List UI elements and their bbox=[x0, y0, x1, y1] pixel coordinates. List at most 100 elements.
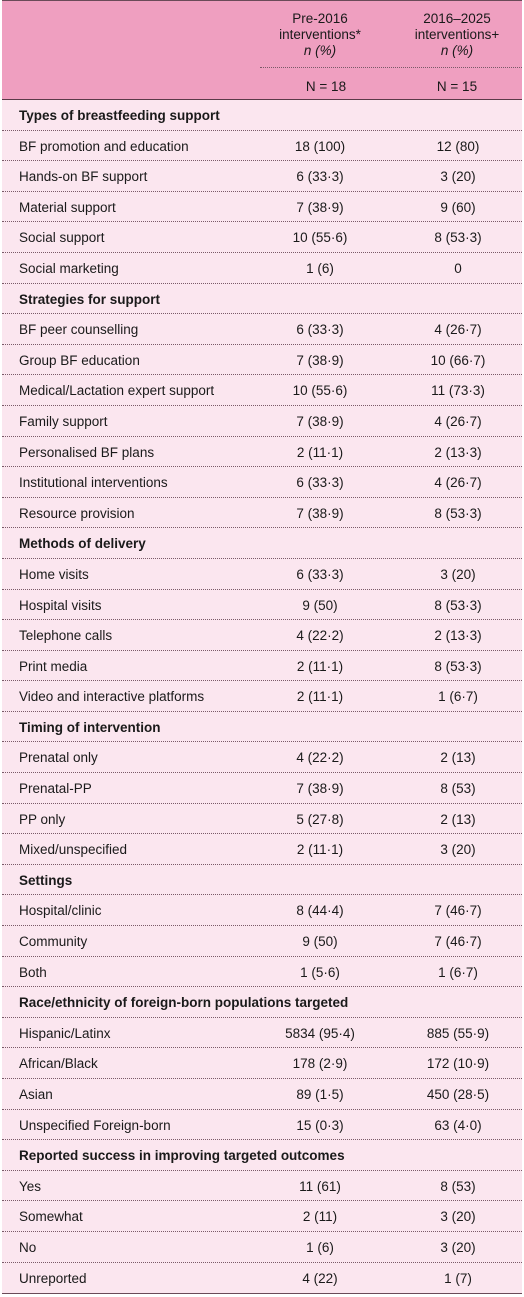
row-label: BF promotion and education bbox=[19, 138, 189, 154]
cell-2016-2025: 7 (46·7) bbox=[434, 934, 482, 950]
table-row: Medical/Lactation expert support 10 (55·6… bbox=[2, 375, 522, 406]
cell-2016-2025: 885 (55·9) bbox=[426, 1025, 490, 1041]
table-row: Prenatal-PP 7 (38·9) 8 (53) bbox=[2, 773, 522, 804]
table-row: Hospital/clinic 8 (44·4) 7 (46·7) bbox=[2, 895, 522, 927]
section-header-row: Timing of intervention bbox=[2, 712, 522, 743]
section-header-row: Settings bbox=[2, 865, 522, 896]
row-label: Hands-on BF support bbox=[19, 169, 148, 185]
cell-2016-2025: 7 (46·7) bbox=[434, 903, 482, 919]
section-title: Timing of intervention bbox=[19, 719, 161, 735]
row-label: Community bbox=[19, 934, 88, 950]
table-row: Unspecified Foreign-born 15 (0·3) 63 (4·0) bbox=[2, 1110, 522, 1141]
cell-pre-2016: 2 (11·1) bbox=[296, 689, 344, 705]
column-header-pre-2016: Pre-2016 interventions* n (%) bbox=[260, 11, 380, 59]
column-sample-size-2016-2025: N = 15 bbox=[436, 79, 478, 94]
cell-2016-2025: 2 (13·3) bbox=[434, 628, 482, 644]
table-row: Home visits 6 (33·3) 3 (20) bbox=[2, 559, 522, 590]
cell-2016-2025: 3 (20) bbox=[440, 566, 476, 582]
row-label: Both bbox=[19, 964, 47, 980]
column-header-unit: n (%) bbox=[303, 43, 337, 58]
cell-pre-2016: 15 (0·3) bbox=[296, 1117, 344, 1133]
table-row: Hispanic/Latinx 5834 (95·4) 885 (55·9) bbox=[2, 1018, 522, 1049]
table-row: Prenatal only 4 (22·2) 2 (13) bbox=[2, 742, 522, 774]
cell-pre-2016: 6 (33·3) bbox=[296, 475, 344, 491]
row-label: Personalised BF plans bbox=[19, 444, 155, 460]
column-header-period: Pre-2016 bbox=[292, 11, 348, 26]
cell-2016-2025: 8 (53·3) bbox=[434, 658, 482, 674]
row-label: Hospital visits bbox=[19, 597, 102, 613]
table-row: Institutional interventions 6 (33·3) 4 (26… bbox=[2, 467, 522, 498]
table-row: Hands-on BF support 6 (33·3) 3 (20) bbox=[2, 161, 522, 192]
row-label: Asian bbox=[19, 1087, 53, 1102]
cell-2016-2025: 4 (26·7) bbox=[434, 322, 482, 338]
cell-2016-2025: 1 (7) bbox=[444, 1270, 472, 1286]
table-row: Asian 89 (1·5) 450 (28·5) bbox=[2, 1079, 522, 1110]
table-row: Mixed/unspecified 2 (11·1) 3 (20) bbox=[2, 834, 522, 865]
cell-pre-2016: 9 (50) bbox=[302, 597, 338, 613]
row-label: Unspecified Foreign-born bbox=[19, 1117, 171, 1133]
table-row: Resource provision 7 (38·9) 8 (53·3) bbox=[2, 498, 522, 529]
cell-2016-2025: 3 (20) bbox=[440, 169, 476, 185]
cell-2016-2025: 8 (53·3) bbox=[434, 230, 482, 246]
row-label: Somewhat bbox=[19, 1209, 83, 1225]
table-row: Print media 2 (11·1) 8 (53·3) bbox=[2, 651, 522, 682]
cell-2016-2025: 1 (6·7) bbox=[438, 689, 478, 705]
cell-pre-2016: 10 (55·6) bbox=[292, 230, 348, 246]
cell-pre-2016: 7 (38·9) bbox=[296, 413, 344, 429]
table-row: Telephone calls 4 (22·2) 2 (13·3) bbox=[2, 620, 522, 651]
row-label: Resource provision bbox=[19, 505, 135, 521]
cell-2016-2025: 3 (20) bbox=[440, 1209, 476, 1225]
cell-pre-2016: 2 (11·1) bbox=[296, 658, 344, 674]
table-row: Both 1 (5·6) 1 (6·7) bbox=[2, 957, 522, 988]
table-row: Social support 10 (55·6) 8 (53·3) bbox=[2, 222, 522, 253]
cell-pre-2016: 7 (38·9) bbox=[296, 352, 344, 368]
cell-2016-2025: 2 (13) bbox=[440, 811, 476, 827]
section-header-row: Race/ethnicity of foreign-born populatio… bbox=[2, 987, 522, 1018]
cell-2016-2025: 3 (20) bbox=[440, 842, 476, 858]
table-row: BF peer counselling 6 (33·3) 4 (26·7) bbox=[2, 314, 522, 345]
row-label: Material support bbox=[19, 199, 116, 215]
cell-2016-2025: 1 (6·7) bbox=[438, 964, 478, 980]
cell-pre-2016: 5834 (95·4) bbox=[285, 1025, 355, 1041]
cell-pre-2016: 7 (38·9) bbox=[296, 505, 344, 521]
section-title: Reported success in improving targeted o… bbox=[19, 1148, 345, 1164]
cell-pre-2016: 1 (6) bbox=[306, 1239, 334, 1255]
cell-2016-2025: 12 (80) bbox=[436, 138, 480, 154]
cell-pre-2016: 4 (22·2) bbox=[296, 628, 344, 644]
cell-pre-2016: 1 (6) bbox=[306, 260, 334, 276]
row-label: Mixed/unspecified bbox=[19, 842, 128, 858]
section-title: Race/ethnicity of foreign-born populatio… bbox=[19, 995, 349, 1011]
section-title: Types of breastfeeding support bbox=[19, 108, 220, 123]
row-label: Social support bbox=[19, 230, 105, 246]
row-label: PP only bbox=[19, 811, 66, 827]
table-body: Types of breastfeeding support BF promoti… bbox=[2, 100, 522, 1293]
cell-2016-2025: 4 (26·7) bbox=[434, 413, 482, 429]
cell-pre-2016: 10 (55·6) bbox=[292, 383, 348, 399]
column-header-label: interventions+ bbox=[414, 27, 500, 42]
table-row: Social marketing 1 (6) 0 bbox=[2, 253, 522, 284]
section-title: Strategies for support bbox=[19, 291, 161, 307]
table-row: PP only 5 (27·8) 2 (13) bbox=[2, 804, 522, 835]
cell-pre-2016: 6 (33·3) bbox=[296, 169, 344, 185]
row-label: No bbox=[19, 1239, 37, 1255]
cell-2016-2025: 450 (28·5) bbox=[426, 1087, 490, 1102]
row-label: BF peer counselling bbox=[19, 322, 139, 338]
cell-pre-2016: 89 (1·5) bbox=[296, 1087, 344, 1102]
table-row: Personalised BF plans 2 (11·1) 2 (13·3) bbox=[2, 437, 522, 468]
cell-2016-2025: 8 (53·3) bbox=[434, 505, 482, 521]
cell-2016-2025: 0 bbox=[454, 260, 462, 276]
cell-pre-2016: 2 (11) bbox=[302, 1209, 338, 1225]
table-row: Somewhat 2 (11) 3 (20) bbox=[2, 1201, 522, 1232]
cell-2016-2025: 11 (73·3) bbox=[431, 383, 485, 399]
table-row: Material support 7 (38·9) 9 (60) bbox=[2, 192, 522, 223]
cell-pre-2016: 5 (27·8) bbox=[296, 811, 344, 827]
cell-pre-2016: 8 (44·4) bbox=[296, 903, 344, 919]
cell-pre-2016: 4 (22·2) bbox=[296, 750, 344, 766]
table-row: African/Black 178 (2·9) 172 (10·9) bbox=[2, 1048, 522, 1079]
row-label: Video and interactive platforms bbox=[19, 689, 205, 705]
column-sample-size-pre-2016: N = 18 bbox=[305, 79, 347, 94]
cell-2016-2025: 63 (4·0) bbox=[434, 1117, 482, 1133]
table-row: Group BF education 7 (38·9) 10 (66·7) bbox=[2, 345, 522, 376]
section-header-row: Reported success in improving targeted o… bbox=[2, 1140, 522, 1171]
cell-pre-2016: 6 (33·3) bbox=[296, 566, 344, 582]
